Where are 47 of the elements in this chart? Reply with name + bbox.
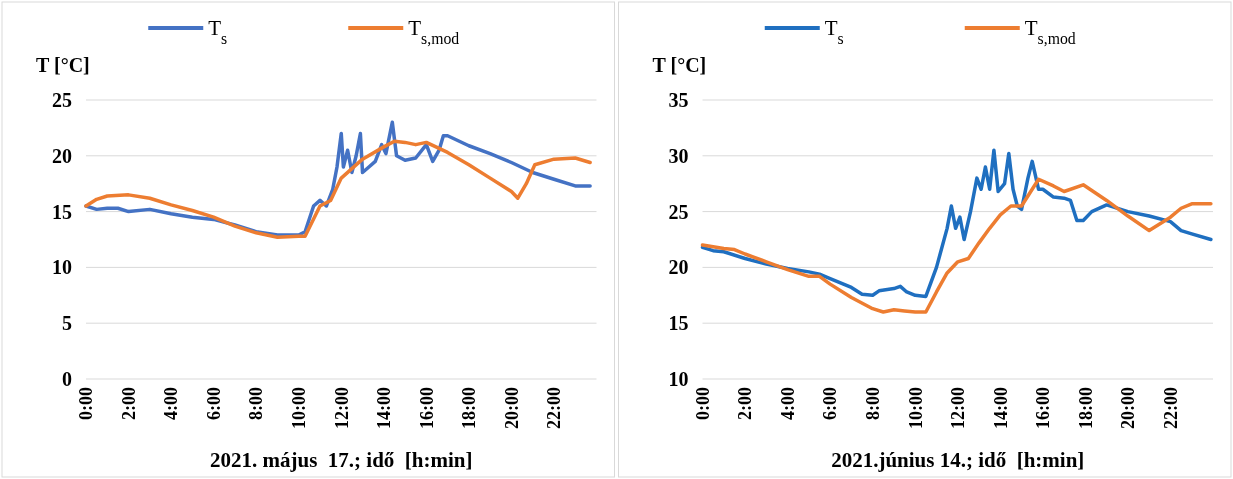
x-tick-label: 14:00	[374, 387, 395, 429]
x-tick-label: 0:00	[692, 387, 713, 420]
x-tick-label: 22:00	[1160, 387, 1181, 429]
x-axis-title: 2021.június 14.; idő [h:min]	[831, 448, 1085, 472]
x-tick-label: 10:00	[289, 387, 310, 429]
y-tick-label: 10	[52, 256, 72, 279]
y-axis-title: T [°C]	[652, 54, 707, 76]
x-tick-label: 16:00	[416, 387, 437, 429]
line-series	[700, 177, 1213, 314]
x-axis-title: 2021. május 17.; idő [h:min]	[209, 448, 473, 472]
line-series	[700, 148, 1213, 299]
y-tick-label: 35	[668, 89, 689, 111]
y-axis-title: T [°C]	[36, 54, 90, 76]
x-tick-label: 0:00	[76, 387, 97, 420]
y-tick-label: 25	[668, 200, 689, 223]
x-tick-label: 4:00	[777, 387, 798, 420]
y-tick-label: 0	[62, 368, 72, 390]
y-tick-label: 5	[62, 312, 72, 335]
y-tick-label: 20	[668, 256, 689, 279]
legend-label: T$_{s,mod}$	[408, 16, 460, 47]
x-tick-label: 18:00	[459, 387, 480, 429]
x-tick-label: 20:00	[1118, 387, 1139, 429]
x-tick-label: 2:00	[118, 387, 139, 420]
x-tick-label: 20:00	[501, 387, 522, 429]
x-tick-label: 14:00	[990, 387, 1011, 429]
x-tick-label: 22:00	[544, 387, 565, 429]
x-tick-label: 6:00	[820, 387, 841, 420]
x-tick-label: 12:00	[331, 387, 352, 429]
x-tick-label: 12:00	[948, 387, 969, 429]
x-tick-label: 16:00	[1033, 387, 1054, 429]
x-tick-label: 2:00	[735, 387, 756, 420]
y-tick-label: 15	[52, 200, 72, 223]
y-tick-label: 20	[52, 144, 72, 167]
legend-label: T$_{s,mod}$	[1024, 16, 1076, 47]
x-tick-label: 6:00	[203, 387, 224, 420]
y-tick-label: 30	[668, 144, 689, 167]
x-tick-label: 4:00	[161, 387, 182, 420]
legend-label: T$_{s}$	[208, 16, 228, 47]
y-tick-label: 25	[52, 89, 72, 111]
x-tick-label: 18:00	[1075, 387, 1096, 429]
x-tick-label: 10:00	[905, 387, 926, 429]
line-series	[84, 139, 592, 240]
y-tick-label: 10	[668, 368, 689, 390]
y-tick-label: 15	[668, 312, 689, 335]
x-tick-label: 8:00	[862, 387, 883, 420]
x-tick-label: 8:00	[246, 387, 267, 420]
legend-label: T$_{s}$	[824, 16, 844, 47]
